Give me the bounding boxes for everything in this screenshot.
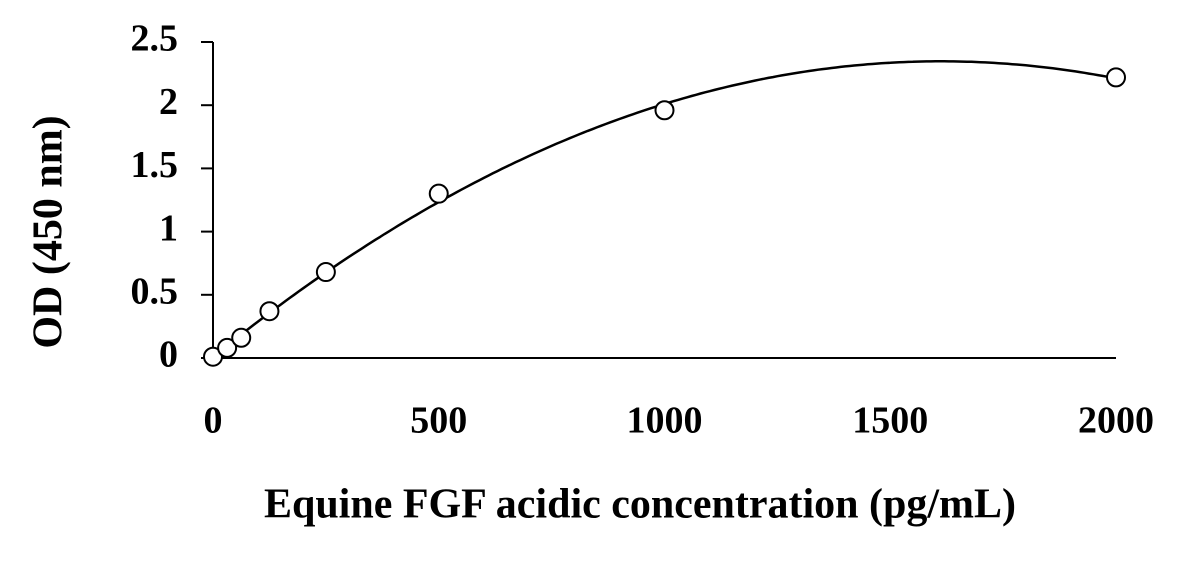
x-axis-title: Equine FGF acidic concentration (pg/mL) [264, 482, 1016, 528]
x-tick-label: 2000 [1078, 400, 1154, 442]
data-point [203, 346, 223, 367]
data-point [231, 327, 252, 348]
y-tick-label: 1.5 [131, 144, 179, 186]
y-tick-label: 0 [159, 334, 178, 376]
y-tick-label: 0.5 [131, 271, 179, 313]
x-tick-label: 500 [410, 400, 467, 442]
data-point [428, 183, 449, 204]
data-point [259, 301, 280, 322]
x-tick-label: 1000 [627, 400, 703, 442]
x-tick-label: 0 [204, 400, 223, 442]
y-axis-title: OD (450 nm) [26, 115, 72, 348]
data-point [654, 100, 675, 121]
x-tick-label: 1500 [852, 400, 928, 442]
y-tick-label: 2 [159, 81, 178, 123]
data-point [315, 262, 336, 283]
y-tick-label: 2.5 [131, 18, 179, 60]
data-point [217, 337, 238, 358]
y-tick-label: 1 [159, 207, 178, 249]
data-point [1106, 67, 1126, 88]
